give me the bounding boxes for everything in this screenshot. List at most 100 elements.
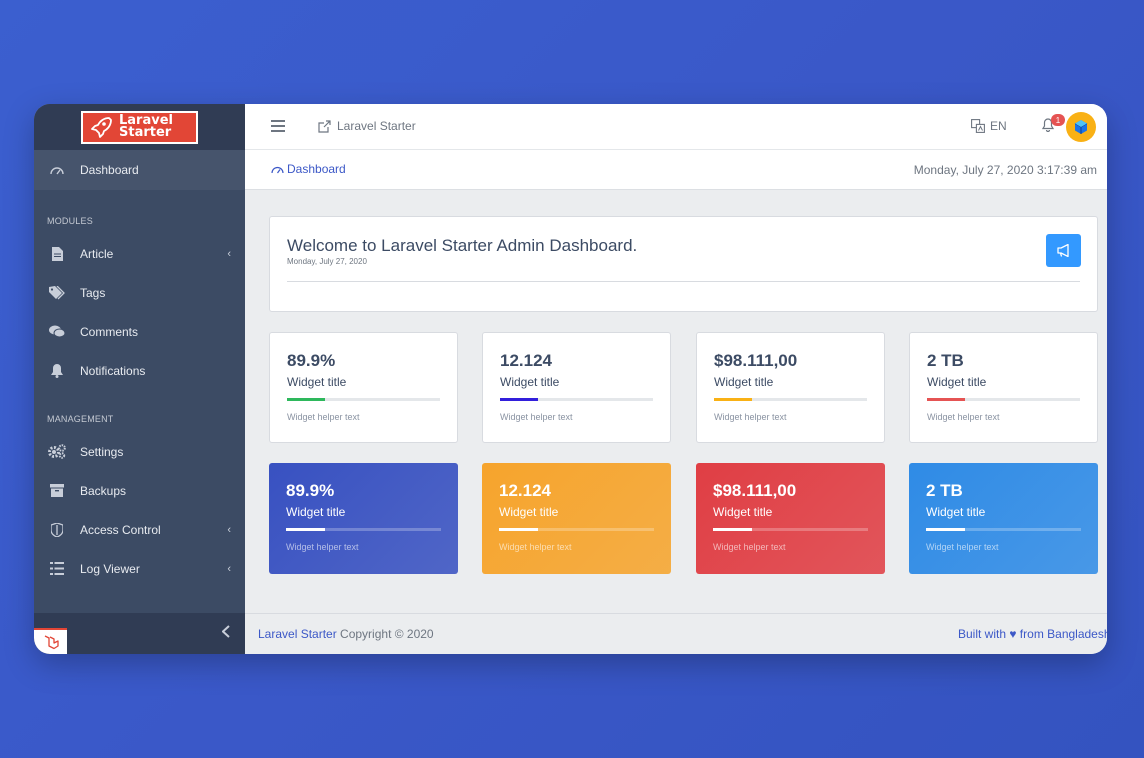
sidebar-item-article[interactable]: Article ‹ [34,234,245,273]
sidebar-item-label: Comments [80,324,139,339]
hamburger-menu-icon[interactable] [271,120,285,135]
widget-title: Widget title [713,505,773,519]
widget-progress [287,398,440,401]
widget-progress [926,528,1081,531]
page-footer: Laravel Starter Copyright © 2020 Built w… [245,613,1107,654]
chevron-left-icon: ‹ [227,247,231,260]
app-link[interactable]: Laravel Starter [318,119,416,133]
widget-value: $98.111,00 [713,481,797,500]
widget-helper: Widget helper text [500,412,573,422]
file-icon [48,246,66,262]
sidebar-item-backups[interactable]: Backups [34,471,245,510]
widget-progress [499,528,654,531]
widget-card-colored: $98.111,00 Widget title Widget helper te… [696,463,885,574]
sidebar-footer [34,613,245,654]
language-selector[interactable]: EN [971,119,1007,133]
sidebar-item-label: Log Viewer [80,561,140,576]
widget-helper: Widget helper text [287,412,360,422]
widget-progress [500,398,653,401]
language-icon [971,119,985,133]
widget-helper: Widget helper text [713,542,786,552]
gears-icon [48,444,66,460]
widget-progress [927,398,1080,401]
external-link-icon [318,119,331,133]
widget-title: Widget title [500,375,560,389]
brand[interactable]: Laravel Starter [34,104,245,150]
bell-icon [48,363,66,379]
sidebar-item-settings[interactable]: Settings [34,432,245,471]
brand-line-2: Starter [119,125,172,140]
app-window: Laravel Starter Dashboard MODULES Articl… [34,104,1107,654]
sidebar-item-label: Access Control [80,522,161,537]
chevron-left-icon: ‹ [227,523,231,536]
widget-progress-fill [927,398,966,401]
widget-title: Widget title [714,375,774,389]
shield-icon [48,522,66,538]
widget-progress [286,528,441,531]
widget-helper: Widget helper text [926,542,999,552]
sidebar-item-dashboard[interactable]: Dashboard [34,150,245,190]
sidebar-item-label: Dashboard [80,163,139,177]
widget-title: Widget title [286,505,346,519]
welcome-title: Welcome to Laravel Starter Admin Dashboa… [287,236,638,255]
widget-value: 12.124 [500,351,552,370]
brand-logo[interactable]: Laravel Starter [81,110,198,144]
widget-title: Widget title [927,375,987,389]
widget-card: 89.9% Widget title Widget helper text [269,332,458,443]
sidebar-item-comments[interactable]: Comments [34,312,245,351]
speedometer-icon [48,162,66,178]
footer-copyright: Laravel Starter Copyright © 2020 [258,627,434,641]
app-link-label: Laravel Starter [337,119,416,133]
widget-card-colored: 12.124 Widget title Widget helper text [482,463,671,574]
language-label: EN [990,119,1007,133]
sidebar-item-label: Backups [80,483,127,498]
widget-progress-fill [714,398,753,401]
welcome-card: Welcome to Laravel Starter Admin Dashboa… [269,216,1098,312]
chevron-left-icon: ‹ [227,562,231,575]
speedometer-icon [271,166,284,173]
widget-card-colored: 2 TB Widget title Widget helper text [909,463,1098,574]
main-content: Laravel Starter EN 1 Dashboard Monday, J… [245,104,1107,654]
sidebar-item-label: Article [80,246,114,261]
widget-progress [713,528,868,531]
divider [287,281,1080,282]
avatar[interactable] [1066,112,1096,142]
top-header: Laravel Starter EN 1 [245,104,1107,150]
widget-value: $98.111,00 [714,351,798,370]
list-icon [48,561,66,577]
footer-copyright-text: Copyright © 2020 [340,627,434,641]
widget-card-colored: 89.9% Widget title Widget helper text [269,463,458,574]
sidebar-item-tags[interactable]: Tags [34,273,245,312]
welcome-date: Monday, July 27, 2020 [287,257,367,266]
notifications-bell-icon[interactable] [1041,118,1055,137]
tags-icon [48,285,66,301]
widget-progress [714,398,867,401]
widget-progress-fill [500,398,539,401]
widget-helper: Widget helper text [927,412,1000,422]
breadcrumb-bar: Dashboard Monday, July 27, 2020 3:17:39 … [245,150,1107,190]
rocket-icon [91,117,112,138]
sidebar-item-access-control[interactable]: Access Control ‹ [34,510,245,549]
widget-value: 12.124 [499,481,551,500]
widget-progress-fill [499,528,538,531]
breadcrumb-label: Dashboard [287,162,346,176]
collapse-sidebar-icon[interactable] [221,625,230,641]
sidebar-item-log-viewer[interactable]: Log Viewer ‹ [34,549,245,588]
widget-helper: Widget helper text [714,412,787,422]
sidebar-item-notifications[interactable]: Notifications [34,351,245,390]
megaphone-icon [1056,244,1069,257]
widget-title: Widget title [287,375,347,389]
widget-value: 89.9% [286,481,335,500]
widget-card: $98.111,00 Widget title Widget helper te… [696,332,885,443]
brand-line-1: Laravel [119,113,173,128]
announcement-button[interactable] [1046,234,1081,267]
breadcrumb[interactable]: Dashboard [271,162,346,176]
comments-icon [48,324,66,340]
widget-value: 89.9% [287,351,336,370]
sidebar-item-label: Tags [80,285,106,300]
widget-progress-fill [713,528,752,531]
footer-built-with: Built with ♥ from Bangladesh [958,627,1107,641]
widget-title: Widget title [926,505,986,519]
nav-section-management: MANAGEMENT [47,414,114,424]
footer-brand-link[interactable]: Laravel Starter [258,627,337,641]
